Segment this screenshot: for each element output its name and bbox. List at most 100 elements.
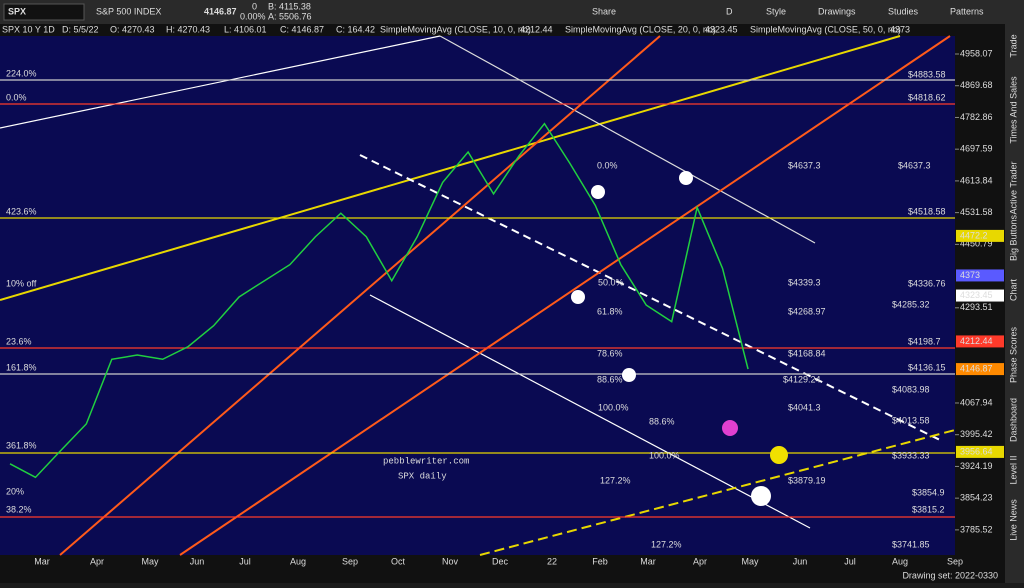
price-tick-label: 3924.19 [960,461,993,471]
price-badge-label: 4212.44 [960,336,993,346]
fib-label: 127.2% [600,475,631,485]
price-tick-label: 4293.51 [960,302,993,312]
marker [571,290,585,304]
side-tab[interactable]: Times And Sales [1008,76,1018,144]
last-price: 4146.87 [204,6,237,16]
side-tabs [1005,24,1024,583]
toolbar-button[interactable]: Drawings [818,6,856,16]
toolbar [0,0,1024,24]
level-label: $4198.7 [908,336,941,346]
toolbar-button[interactable]: Studies [888,6,919,16]
side-tab[interactable]: Chart [1008,279,1018,302]
watermark: SPX daily [398,471,447,481]
side-tab[interactable]: Dashboard [1008,398,1018,442]
month-label: Feb [592,556,608,566]
bid: B: 4115.38 [268,1,311,11]
month-label: Apr [90,556,104,566]
price-badge [956,445,1004,458]
side-tab[interactable]: Live News [1008,499,1018,541]
fib-label: 88.6% [649,416,675,426]
fib-label: 0.0% [597,160,618,170]
toolbar-button[interactable]: D [726,6,733,16]
toolbar-button[interactable]: Patterns [950,6,984,16]
level-label: $4518.58 [908,206,946,216]
price-badge-label: 4323.45 [960,290,993,300]
fib-label: 10% off [6,278,37,288]
info-field: H: 4270.43 [166,24,210,34]
month-label: Nov [442,556,459,566]
toolbar-button[interactable]: Share [592,6,616,16]
level-label: $4136.15 [908,362,946,372]
month-label: Jun [190,556,205,566]
price-tick-label: 3785.52 [960,524,993,534]
price-badge-label: 3956.64 [960,446,993,456]
level-label: $4883.58 [908,69,946,79]
marker [722,420,738,436]
study-value: 4373 [890,24,910,34]
symbol-box[interactable] [3,3,85,21]
marker [622,368,636,382]
fib-label: 161.8% [6,362,37,372]
price-tick-label: 4067.94 [960,397,993,407]
level-label: $3879.19 [788,475,826,485]
marker [679,171,693,185]
level-label: $3815.2 [912,504,945,514]
month-label: Jul [844,556,856,566]
price-tick-label: 4450.79 [960,239,993,249]
fib-label: 224.0% [6,68,37,78]
side-tab[interactable]: Active Trader [1008,161,1018,214]
month-label: Jun [793,556,808,566]
month-label: Mar [640,556,656,566]
instrument-name: S&P 500 INDEX [96,6,161,16]
level-label: $3741.85 [892,539,930,549]
month-label: May [741,556,759,566]
month-label: Apr [693,556,707,566]
info-field: D: 5/5/22 [62,24,99,34]
fib-label: 20% [6,486,24,496]
fib-label: 23.6% [6,336,32,346]
price-tick-label: 4958.07 [960,48,993,58]
level-label: $4268.97 [788,306,826,316]
fib-label: 100.0% [649,450,680,460]
toolbar-button[interactable]: Style [766,6,786,16]
price-badge [956,363,1004,376]
info-field: O: 4270.43 [110,24,155,34]
side-tab[interactable]: Level II [1008,455,1018,484]
fib-label: 361.8% [6,440,37,450]
fib-label: 0.0% [6,92,27,102]
price-tick-label: 4782.86 [960,112,993,122]
symbol[interactable]: SPX [8,6,26,16]
price-badge-label: 4472.2 [960,230,988,240]
side-tab[interactable]: Big Buttons [1008,214,1018,261]
month-label: Sep [947,556,963,566]
fib-label: 423.6% [6,206,37,216]
change-pct: 0.00% [240,11,266,21]
side-tab[interactable]: Trade [1008,34,1018,57]
trend-line [439,35,816,244]
level-label: $4285.32 [892,299,930,309]
month-label: Aug [290,556,306,566]
price-badge [956,335,1004,348]
info-bar [0,24,955,36]
fib-label: 78.6% [597,348,623,358]
trend-line [59,35,661,556]
info-field: SPX 10 Y 1D [2,24,55,34]
month-label: Aug [892,556,908,566]
price-badge-label: 4373 [960,270,980,280]
price-axis [955,24,1005,555]
month-label: Jul [239,556,251,566]
month-label: Mar [34,556,50,566]
date-axis [0,555,1005,583]
side-tab[interactable]: Phase Scores [1008,326,1018,383]
study-value: 4323.45 [705,24,738,34]
fib-label: 88.6% [597,374,623,384]
price-tick-label: 3854.23 [960,493,993,503]
price-badge [956,229,1004,242]
level-label: $4637.3 [898,160,931,170]
month-label: May [141,556,159,566]
ask: A: 5506.76 [268,11,312,21]
price-tick-label: 4697.59 [960,144,993,154]
status: Drawing set: 2022-0330 [902,570,998,580]
level-label: $3854.9 [912,487,945,497]
